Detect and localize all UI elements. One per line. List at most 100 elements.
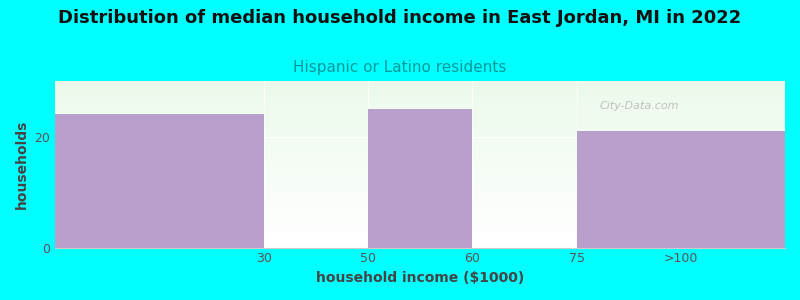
Bar: [55, 146, 785, 148]
Bar: [55, 148, 785, 149]
Bar: [55, 161, 785, 163]
Bar: [55, 99, 785, 101]
Bar: [55, 124, 785, 126]
Bar: [55, 221, 785, 223]
Bar: [55, 109, 785, 111]
Bar: [55, 81, 785, 83]
Bar: [55, 104, 785, 106]
Bar: [55, 96, 785, 98]
Bar: [55, 106, 785, 108]
Bar: [55, 169, 785, 171]
Bar: [55, 119, 785, 121]
Bar: [55, 202, 785, 204]
Bar: [55, 231, 785, 232]
Bar: [55, 159, 785, 161]
Bar: [55, 136, 785, 138]
Bar: [55, 149, 785, 151]
Bar: [55, 243, 785, 244]
Bar: [55, 123, 785, 124]
Bar: [55, 241, 785, 243]
Bar: [55, 232, 785, 234]
Bar: [55, 164, 785, 166]
Bar: [55, 218, 785, 219]
Bar: [55, 84, 785, 86]
Bar: [55, 188, 785, 189]
Bar: [55, 226, 785, 228]
Bar: [55, 189, 785, 191]
Bar: [55, 153, 785, 154]
Bar: [55, 174, 785, 176]
Bar: [55, 171, 785, 172]
Bar: [55, 111, 785, 113]
Bar: [55, 244, 785, 246]
Bar: [55, 108, 785, 109]
Bar: [55, 172, 785, 174]
Bar: [55, 166, 785, 168]
Bar: [55, 179, 785, 181]
Bar: [55, 199, 785, 201]
Bar: [55, 144, 785, 146]
Bar: [55, 93, 785, 94]
Bar: [55, 228, 785, 229]
Bar: [55, 114, 785, 116]
Text: Hispanic or Latino residents: Hispanic or Latino residents: [294, 60, 506, 75]
Bar: [55, 114, 264, 248]
Bar: [55, 239, 785, 241]
Bar: [55, 156, 785, 158]
Bar: [55, 88, 785, 89]
Bar: [55, 134, 785, 136]
Bar: [55, 213, 785, 214]
Bar: [55, 94, 785, 96]
Bar: [55, 206, 785, 208]
Bar: [55, 126, 785, 128]
Bar: [55, 236, 785, 238]
Bar: [55, 103, 785, 104]
Bar: [55, 208, 785, 209]
Bar: [55, 98, 785, 99]
Bar: [55, 86, 785, 88]
Bar: [55, 131, 785, 133]
Bar: [55, 158, 785, 159]
Bar: [55, 229, 785, 231]
Bar: [55, 246, 785, 247]
Bar: [55, 168, 785, 169]
Bar: [55, 184, 785, 186]
Text: Distribution of median household income in East Jordan, MI in 2022: Distribution of median household income …: [58, 9, 742, 27]
Bar: [55, 176, 785, 178]
Bar: [577, 131, 785, 248]
Text: City-Data.com: City-Data.com: [599, 101, 679, 111]
Bar: [55, 154, 785, 156]
Bar: [55, 151, 785, 153]
Bar: [55, 201, 785, 202]
Bar: [55, 89, 785, 91]
Bar: [55, 224, 785, 226]
Bar: [55, 133, 785, 134]
Bar: [55, 238, 785, 239]
Bar: [55, 194, 785, 196]
Bar: [55, 83, 785, 84]
Bar: [55, 204, 785, 206]
Bar: [55, 128, 785, 129]
Y-axis label: households: households: [15, 120, 29, 209]
Bar: [55, 198, 785, 199]
Bar: [55, 191, 785, 193]
Bar: [55, 163, 785, 164]
Bar: [55, 138, 785, 139]
Bar: [55, 186, 785, 188]
Bar: [55, 139, 785, 141]
Bar: [55, 129, 785, 131]
Bar: [55, 178, 785, 179]
Bar: [55, 141, 785, 142]
Bar: [55, 219, 785, 221]
Bar: [368, 109, 472, 248]
Bar: [55, 183, 785, 184]
Bar: [55, 116, 785, 118]
Bar: [55, 193, 785, 194]
Bar: [55, 113, 785, 114]
Bar: [55, 209, 785, 211]
Bar: [55, 121, 785, 123]
X-axis label: household income ($1000): household income ($1000): [316, 271, 524, 285]
Bar: [55, 214, 785, 216]
Bar: [55, 142, 785, 144]
Bar: [55, 118, 785, 119]
